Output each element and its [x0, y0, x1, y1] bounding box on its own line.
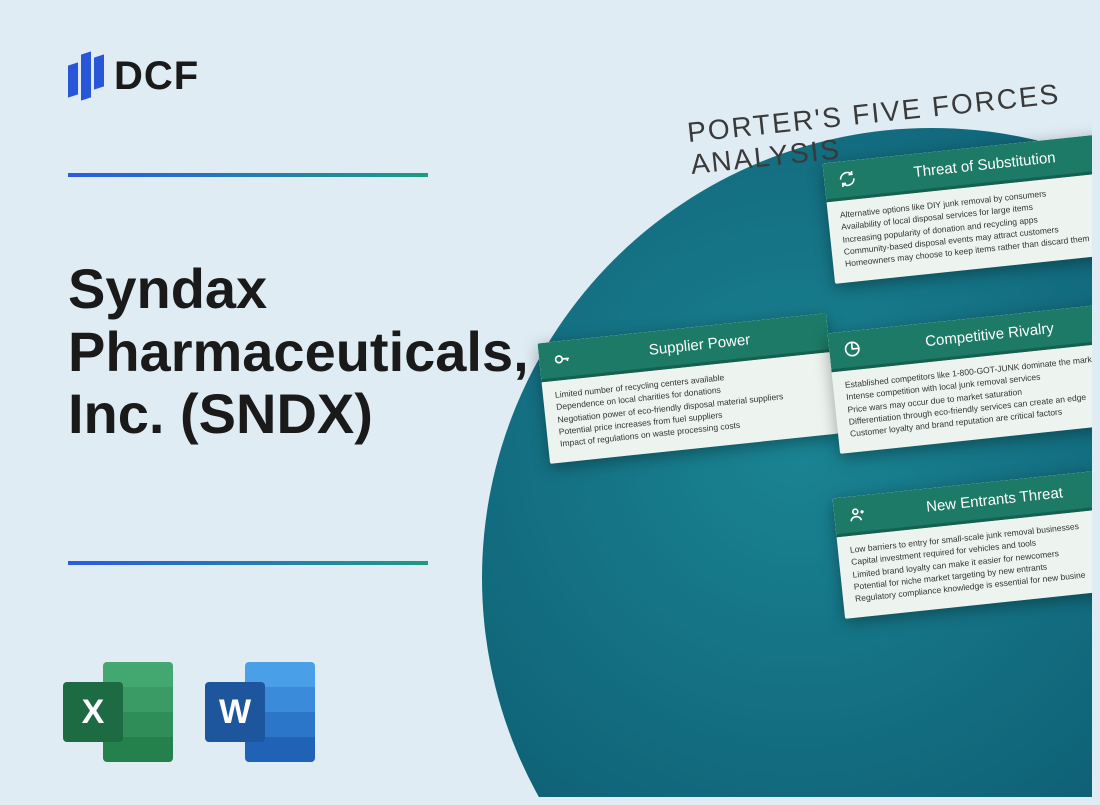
divider-top — [68, 173, 428, 177]
logo-bars-icon — [68, 53, 104, 99]
word-letter: W — [205, 682, 265, 742]
dcf-logo: DCF — [68, 53, 199, 99]
page-title: Syndax Pharmaceuticals, Inc. (SNDX) — [68, 258, 498, 446]
divider-bottom — [68, 561, 428, 565]
logo-text: DCF — [114, 54, 199, 99]
excel-icon: X — [63, 662, 173, 762]
user-plus-icon — [845, 502, 869, 526]
refresh-icon — [835, 167, 859, 191]
key-icon — [550, 347, 574, 371]
infographic-frame: DCF Syndax Pharmaceuticals, Inc. (SNDX) … — [8, 8, 1092, 797]
excel-letter: X — [63, 682, 123, 742]
word-icon: W — [205, 662, 315, 762]
office-icons-row: X W — [63, 662, 315, 762]
pie-icon — [840, 337, 864, 361]
